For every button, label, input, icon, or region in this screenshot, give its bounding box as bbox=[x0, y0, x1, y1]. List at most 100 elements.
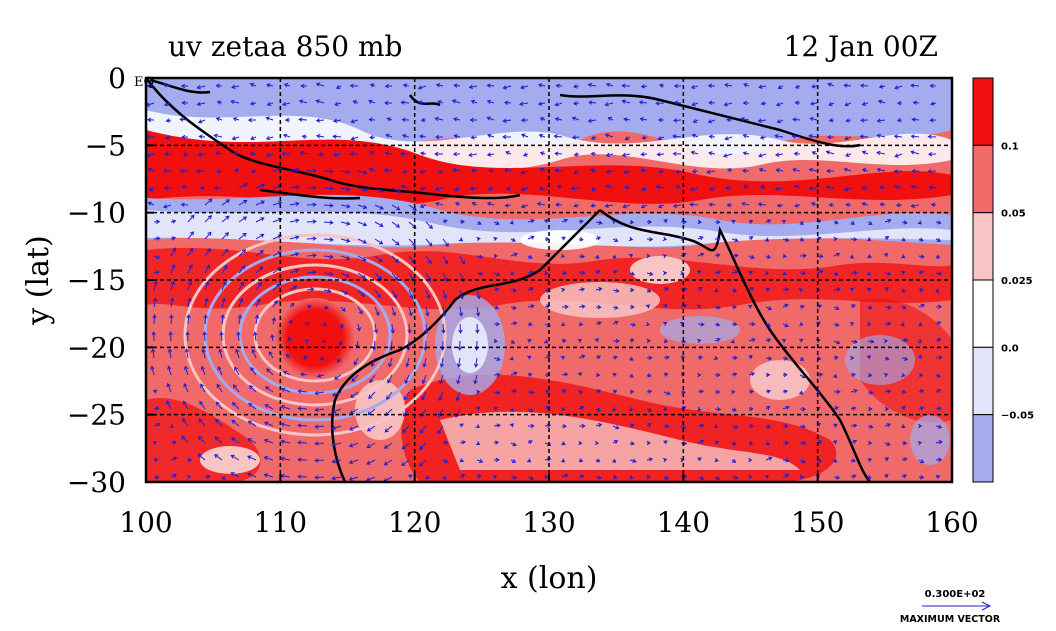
wind-arrow bbox=[663, 372, 669, 377]
wind-arrow bbox=[442, 475, 447, 480]
wind-arrow bbox=[505, 186, 512, 191]
wind-arrow bbox=[731, 219, 736, 224]
wind-arrow bbox=[391, 221, 401, 228]
wind-arrow bbox=[187, 280, 193, 291]
wind-arrow bbox=[799, 237, 805, 242]
wind-arrow bbox=[918, 237, 924, 242]
wind-arrow bbox=[405, 357, 410, 368]
wind-arrow bbox=[386, 391, 393, 400]
wind-arrow bbox=[578, 354, 586, 359]
wind-arrow bbox=[628, 406, 634, 412]
wind-arrow bbox=[332, 152, 342, 157]
wind-arrow bbox=[798, 288, 804, 293]
wind-arrow bbox=[306, 185, 317, 190]
wind-arrow bbox=[696, 338, 702, 344]
wind-arrow bbox=[408, 306, 413, 317]
wind-arrow bbox=[595, 372, 601, 378]
wind-arrow bbox=[170, 440, 177, 445]
wind-arrow bbox=[706, 169, 716, 175]
wind-arrow bbox=[374, 272, 383, 281]
wind-arrow bbox=[866, 354, 871, 360]
wind-arrow bbox=[594, 337, 599, 343]
wind-arrow bbox=[748, 372, 756, 377]
wind-arrow bbox=[697, 439, 705, 444]
wind-arrow bbox=[845, 152, 852, 157]
wind-arrow bbox=[468, 84, 478, 90]
wind-arrow bbox=[384, 83, 393, 89]
wind-arrow bbox=[833, 475, 841, 480]
wind-arrow bbox=[561, 389, 567, 394]
wind-arrow bbox=[726, 202, 733, 208]
wind-arrow bbox=[612, 475, 618, 480]
wind-arrow bbox=[391, 204, 401, 211]
wind-arrow bbox=[215, 169, 223, 174]
wind-arrow bbox=[657, 204, 665, 209]
wind-arrow bbox=[901, 405, 906, 410]
wind-arrow bbox=[204, 264, 210, 274]
wind-arrow bbox=[374, 306, 380, 316]
wind-arrow bbox=[538, 186, 546, 191]
wind-arrow bbox=[170, 219, 177, 224]
wind-arrow bbox=[544, 354, 551, 359]
wind-arrow bbox=[595, 236, 602, 241]
wind-arrow bbox=[561, 338, 567, 344]
wind-arrow bbox=[233, 151, 240, 156]
wind-arrow bbox=[918, 475, 925, 480]
wind-arrow bbox=[220, 314, 225, 325]
wind-arrow bbox=[663, 355, 670, 360]
wind-arrow bbox=[183, 365, 189, 376]
wind-arrow bbox=[153, 422, 161, 427]
wind-arrow bbox=[901, 356, 909, 361]
wind-arrow bbox=[271, 316, 276, 325]
wind-arrow bbox=[595, 475, 602, 480]
wind-arrow bbox=[884, 356, 890, 361]
wind-arrow bbox=[434, 186, 444, 192]
wind-arrow bbox=[148, 187, 155, 192]
wind-arrow bbox=[315, 82, 325, 87]
wind-arrow bbox=[629, 389, 635, 395]
wind-arrow bbox=[357, 255, 367, 261]
wind-arrow bbox=[760, 101, 767, 106]
wind-arrow bbox=[289, 184, 300, 190]
wind-arrow bbox=[297, 406, 308, 411]
wind-arrow bbox=[935, 440, 943, 445]
wind-arrow bbox=[867, 424, 874, 429]
wind-arrow bbox=[646, 423, 652, 428]
wind-arrow bbox=[792, 167, 801, 173]
wind-arrow bbox=[434, 116, 444, 122]
wind-arrow bbox=[866, 321, 872, 327]
wind-arrow bbox=[197, 119, 206, 124]
wind-arrow bbox=[385, 133, 393, 138]
wind-arrow bbox=[456, 374, 461, 385]
wind-arrow bbox=[468, 152, 478, 158]
wind-arrow bbox=[332, 391, 342, 397]
wind-arrow bbox=[315, 99, 325, 104]
wind-arrow bbox=[186, 475, 191, 480]
wind-arrow bbox=[368, 391, 376, 400]
wind-arrow bbox=[387, 374, 393, 384]
wind-arrow bbox=[335, 85, 342, 89]
wind-arrow bbox=[333, 374, 342, 380]
wind-arrow bbox=[475, 441, 481, 445]
wind-arrow bbox=[186, 314, 191, 325]
wind-arrow bbox=[233, 168, 240, 173]
wind-arrow bbox=[153, 389, 158, 394]
wind-arrow bbox=[403, 391, 410, 401]
wind-arrow bbox=[560, 356, 565, 360]
wind-arrow bbox=[493, 272, 501, 277]
wind-arrow bbox=[400, 151, 410, 157]
wind-arrow bbox=[622, 204, 631, 209]
wind-arrow bbox=[628, 236, 634, 242]
wind-arrow bbox=[623, 169, 631, 174]
wind-arrow bbox=[765, 306, 773, 311]
wind-arrow bbox=[776, 203, 784, 208]
wind-arrow bbox=[571, 116, 580, 121]
wind-arrow bbox=[816, 304, 823, 309]
wind-arrow bbox=[180, 83, 188, 89]
wind-arrow bbox=[201, 348, 206, 359]
wind-arrow bbox=[587, 82, 597, 88]
wind-arrow bbox=[510, 321, 518, 326]
wind-arrow bbox=[536, 201, 546, 207]
wind-arrow bbox=[832, 440, 838, 445]
wind-arrow bbox=[438, 391, 444, 401]
